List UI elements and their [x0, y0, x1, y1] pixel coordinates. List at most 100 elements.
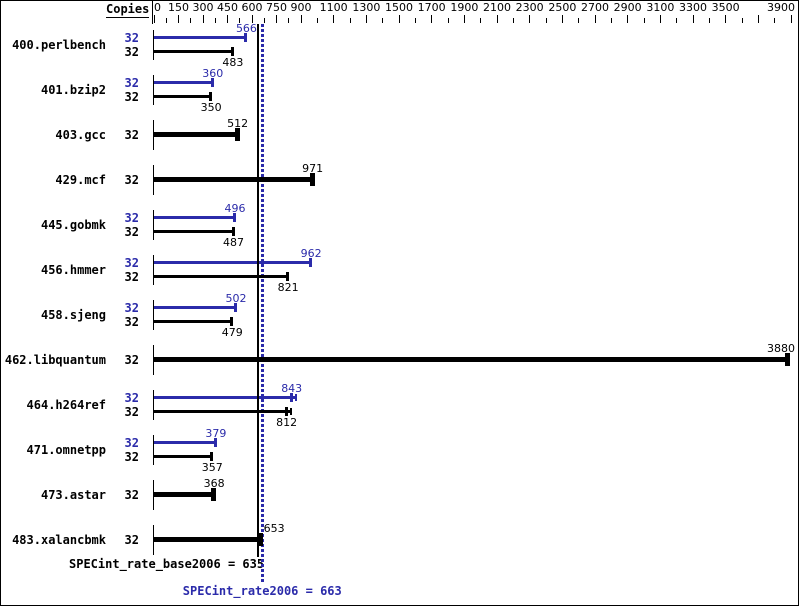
base-bar [154, 230, 234, 233]
axis-major-tick [153, 15, 155, 23]
base-copies-label: 32 [124, 405, 139, 419]
axis-minor-tick [214, 18, 216, 23]
axis-tick-label: 2100 [483, 1, 511, 14]
axis-minor-tick [643, 18, 645, 23]
axis-tick-label: 2700 [581, 1, 609, 14]
peak-value-label: 379 [205, 427, 227, 440]
peak-copies-label: 32 [124, 211, 139, 225]
benchmark-label: 464.h264ref [26, 398, 106, 412]
axis-major-tick [529, 15, 531, 23]
axis-tick-label: 0 [154, 1, 161, 14]
axis-major-tick [757, 15, 759, 23]
axis-tick-label: 1300 [352, 1, 381, 14]
axis-minor-tick [545, 18, 547, 23]
bar-baseline-tick [153, 30, 154, 60]
bar-end-cap [286, 272, 290, 281]
peak-value-label: 496 [224, 202, 246, 215]
axis-major-tick [178, 15, 179, 23]
benchmark-label: 401.bzip2 [40, 83, 106, 97]
bar-baseline-tick [153, 345, 154, 375]
bar-end-cap [230, 317, 234, 326]
benchmark-label: 456.hmmer [40, 263, 106, 277]
base-value-label: 350 [200, 101, 222, 114]
peak-copies-label: 32 [124, 436, 139, 450]
axis-tick-label: 600 [241, 1, 263, 14]
axis-minor-tick [316, 18, 318, 23]
base-bar [154, 50, 233, 53]
axis-minor-tick [512, 18, 514, 23]
bar-spread-tick [289, 408, 292, 415]
benchmark-label: 483.xalancbmk [12, 533, 106, 547]
base-bar [154, 455, 213, 458]
axis-tick-label: 1700 [417, 1, 446, 14]
axis-tick-label: 300 [192, 1, 214, 14]
bar-end-cap [209, 92, 213, 101]
bar-baseline-tick [153, 255, 154, 285]
axis-tick-label: 2900 [613, 1, 642, 14]
axis-tick-label: 3300 [679, 1, 707, 14]
peak-bar [154, 36, 247, 39]
axis-separator-line [152, 1, 153, 24]
base-copies-label: 32 [124, 488, 139, 502]
base-value-label: 653 [263, 522, 285, 535]
axis-major-tick [398, 15, 400, 23]
peak-value-label: 566 [235, 22, 257, 35]
axis-major-tick [202, 15, 204, 23]
peak-bar [154, 216, 235, 219]
axis-major-tick [300, 15, 302, 23]
axis-major-tick [365, 15, 367, 23]
bar-baseline-tick [153, 75, 154, 105]
base-value-label: 483 [222, 56, 244, 69]
peak-copies-label: 32 [124, 31, 139, 45]
axis-minor-tick [349, 18, 351, 23]
peak-value-label: 962 [300, 247, 322, 260]
axis-major-tick [251, 15, 253, 23]
base-copies-label: 32 [124, 128, 139, 142]
axis-minor-tick [165, 18, 167, 23]
benchmark-label: 429.mcf [55, 173, 106, 187]
peak-value-label: 360 [202, 67, 224, 80]
base-bar [154, 177, 313, 182]
base-copies-label: 32 [124, 315, 139, 329]
base-copies-label: 32 [124, 225, 139, 239]
base-bar [154, 275, 289, 278]
axis-major-tick [333, 15, 335, 23]
ref-line-base [256, 24, 259, 557]
copies-column-header: Copies [106, 2, 150, 18]
base-bar [154, 320, 233, 323]
axis-minor-tick [610, 18, 612, 23]
base-bar [154, 95, 212, 98]
axis-minor-tick [288, 18, 290, 23]
axis-minor-tick [774, 18, 776, 23]
peak-value-label: 843 [281, 382, 303, 395]
bar-end-cap [234, 128, 240, 141]
benchmark-label: 458.sjeng [40, 308, 106, 322]
base-copies-label: 32 [124, 450, 139, 464]
base-value-label: 971 [302, 162, 324, 175]
peak-copies-label: 32 [124, 391, 139, 405]
axis-major-tick [659, 15, 661, 23]
benchmark-label: 462.libquantum [4, 353, 106, 367]
bar-baseline-tick [153, 165, 154, 195]
peak-copies-label: 32 [124, 256, 139, 270]
bar-end-cap [309, 258, 313, 267]
benchmark-label: 403.gcc [55, 128, 106, 142]
axis-minor-tick [190, 18, 192, 23]
base-mean-label: SPECint_rate_base2006 = 635 [69, 557, 265, 571]
axis-tick-label: 1100 [319, 1, 348, 14]
axis-minor-tick [239, 18, 241, 23]
benchmark-label: 473.astar [40, 488, 106, 502]
base-bar [154, 537, 261, 542]
base-bar [154, 357, 788, 362]
bar-end-cap [244, 33, 248, 42]
axis-minor-tick [676, 18, 678, 23]
bar-end-cap [257, 533, 263, 546]
bar-spread-tick [294, 394, 297, 401]
base-value-label: 821 [277, 281, 299, 294]
bar-end-cap [211, 488, 217, 501]
peak-bar [154, 306, 236, 309]
base-value-label: 512 [227, 117, 249, 130]
axis-minor-tick [578, 18, 580, 23]
bar-end-cap [210, 452, 214, 461]
